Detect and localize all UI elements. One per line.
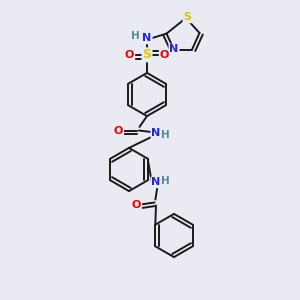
Text: N: N xyxy=(142,33,152,43)
Text: S: S xyxy=(142,48,152,62)
Text: S: S xyxy=(184,12,191,22)
Text: O: O xyxy=(114,125,123,136)
Text: O: O xyxy=(125,50,134,60)
Text: H: H xyxy=(160,176,169,186)
Text: H: H xyxy=(160,130,169,140)
Text: N: N xyxy=(169,44,178,55)
Text: H: H xyxy=(131,31,140,41)
Text: O: O xyxy=(132,200,141,210)
Text: N: N xyxy=(152,177,160,188)
Text: N: N xyxy=(152,128,160,138)
Text: O: O xyxy=(160,50,169,60)
